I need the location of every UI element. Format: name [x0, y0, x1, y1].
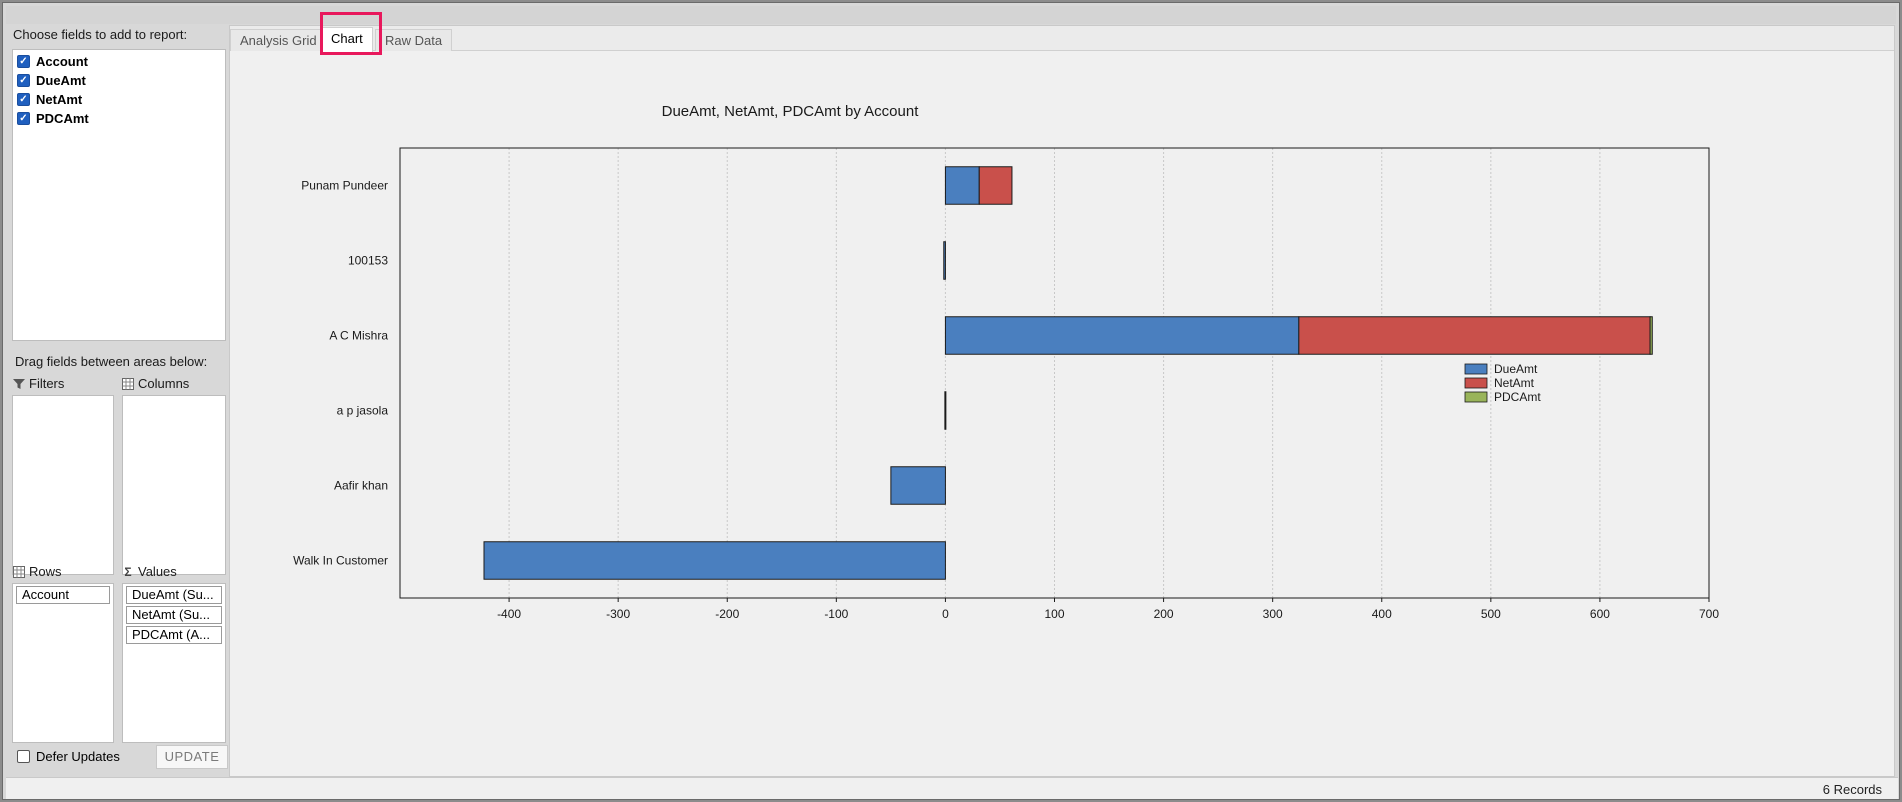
checkbox-checked-icon[interactable]: ✓: [17, 74, 30, 87]
category-label: Punam Pundeer: [301, 179, 388, 193]
columns-drop-area[interactable]: [122, 395, 226, 575]
title-strip: [6, 6, 1896, 24]
category-label: a p jasola: [337, 404, 389, 418]
chart-gridlines: [508, 148, 1601, 598]
values-field-chip[interactable]: PDCAmt (A...: [126, 626, 222, 644]
report-content: Analysis Grid Chart Raw Data DueAmt, Net…: [229, 25, 1895, 777]
category-label: A C Mishra: [329, 329, 388, 343]
values-field-chip[interactable]: DueAmt (Su...: [126, 586, 222, 604]
field-label: DueAmt: [36, 73, 86, 88]
field-list-panel: Choose fields to add to report: ✓ Accoun…: [10, 27, 228, 777]
legend-swatch: [1464, 377, 1488, 389]
bar-segment: [1649, 316, 1653, 355]
tab-raw-data[interactable]: Raw Data: [375, 29, 453, 51]
tick-label: 300: [1263, 607, 1283, 621]
legend-label: PDCAmt: [1494, 390, 1541, 404]
tick-label: 500: [1481, 607, 1501, 621]
chart-title: DueAmt, NetAmt, PDCAmt by Account: [662, 103, 920, 120]
bar-segment: [944, 166, 980, 205]
filters-drop-area[interactable]: [12, 395, 114, 575]
tick-label: 200: [1154, 607, 1174, 621]
filters-area-label: Filters: [13, 376, 64, 391]
checkbox-unchecked-icon[interactable]: [17, 750, 30, 763]
tick-label: -200: [715, 607, 739, 621]
tick-label: -400: [497, 607, 521, 621]
bar-segment: [944, 391, 947, 430]
tick-label: -100: [824, 607, 848, 621]
bar-segment: [944, 316, 1300, 355]
columns-area-label: Columns: [122, 376, 189, 391]
checkbox-checked-icon[interactable]: ✓: [17, 93, 30, 106]
filter-icon: [13, 378, 25, 390]
field-item-pdcamt[interactable]: ✓ PDCAmt: [17, 109, 221, 128]
view-tabs: Analysis Grid Chart Raw Data: [230, 26, 1894, 52]
category-label: Aafir khan: [334, 479, 388, 493]
rows-drop-area[interactable]: Account: [12, 583, 114, 743]
sigma-icon: Σ: [124, 564, 132, 579]
stacked-bar-chart: DueAmt, NetAmt, PDCAmt by Account Punam …: [293, 103, 1719, 621]
tick-label: 600: [1590, 607, 1610, 621]
values-field-chip[interactable]: NetAmt (Su...: [126, 606, 222, 624]
rows-grid-icon: [13, 565, 25, 578]
bar-segment: [890, 466, 946, 505]
tick-label: 100: [1044, 607, 1064, 621]
category-axis-labels: Punam Pundeer 100153 A C Mishra a p jasola A…: [293, 179, 388, 568]
field-item-netamt[interactable]: ✓ NetAmt: [17, 90, 221, 109]
legend-label: DueAmt: [1494, 362, 1538, 376]
field-label: Account: [36, 54, 88, 69]
tick-label: 0: [942, 607, 949, 621]
bar-segment: [1298, 316, 1651, 355]
category-label: Walk In Customer: [293, 554, 388, 568]
field-item-account[interactable]: ✓ Account: [17, 52, 221, 71]
bar-segment: [483, 541, 946, 580]
tick-label: -300: [606, 607, 630, 621]
tab-chart[interactable]: Chart: [321, 27, 373, 52]
value-axis-ticks: -400 -300 -200 -100 0 100 200 300 400 500 600 700: [497, 598, 1719, 621]
bar-segment: [943, 241, 946, 280]
defer-updates-toggle[interactable]: Defer Updates: [17, 749, 120, 764]
field-item-dueamt[interactable]: ✓ DueAmt: [17, 71, 221, 90]
tick-label: 400: [1372, 607, 1392, 621]
values-area-label: Σ Values: [122, 564, 176, 579]
field-label: NetAmt: [36, 92, 83, 107]
legend-label: NetAmt: [1494, 376, 1535, 390]
legend-swatch: [1464, 391, 1488, 403]
choose-fields-label: Choose fields to add to report:: [13, 27, 188, 42]
defer-updates-label: Defer Updates: [36, 749, 120, 764]
tick-label: 700: [1699, 607, 1719, 621]
status-bar: 6 Records: [6, 777, 1898, 799]
bar-segment: [978, 166, 1013, 205]
checkbox-checked-icon[interactable]: ✓: [17, 112, 30, 125]
field-label: PDCAmt: [36, 111, 89, 126]
columns-grid-icon: [122, 377, 134, 390]
update-button[interactable]: UPDATE: [156, 745, 228, 769]
category-label: 100153: [348, 254, 388, 268]
field-list: ✓ Account ✓ DueAmt ✓ NetAmt ✓ PDCAmt: [12, 49, 226, 341]
checkbox-checked-icon[interactable]: ✓: [17, 55, 30, 68]
rows-field-chip[interactable]: Account: [16, 586, 110, 604]
legend-swatch: [1464, 363, 1488, 375]
chart-bars: [483, 166, 1653, 580]
values-drop-area[interactable]: DueAmt (Su... NetAmt (Su... PDCAmt (A...: [122, 583, 226, 743]
drag-fields-label: Drag fields between areas below:: [15, 354, 208, 369]
record-count: 6 Records: [1822, 782, 1882, 797]
tab-analysis-grid[interactable]: Analysis Grid: [230, 29, 327, 51]
rows-area-label: Rows: [13, 564, 62, 579]
